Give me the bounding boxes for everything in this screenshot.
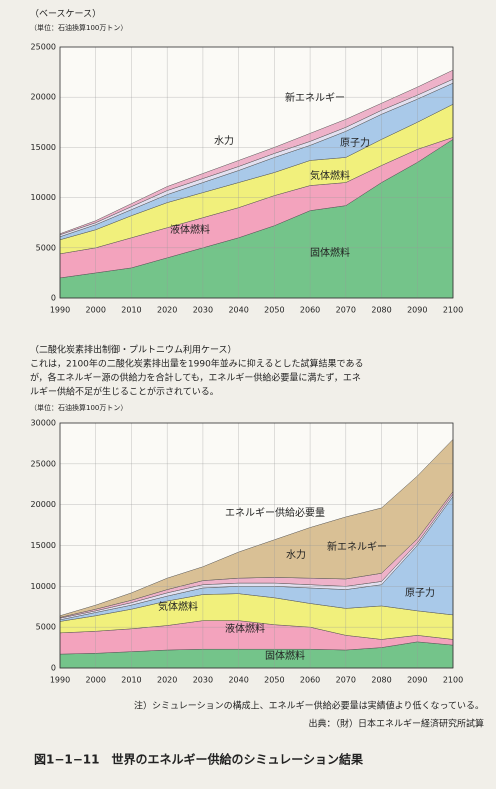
unit: （単位：石油換算100万トン） bbox=[30, 23, 127, 32]
x-tick-label: 2020 bbox=[157, 306, 177, 315]
x-tick-label: 2070 bbox=[336, 306, 356, 315]
caption: 図1−1−11 世界のエネルギー供給のシミュレーション結果 bbox=[34, 752, 363, 767]
x-tick-label: 2050 bbox=[264, 676, 284, 685]
y-tick-label: 10000 bbox=[31, 193, 56, 202]
y-tick-label: 10000 bbox=[31, 582, 56, 591]
x-tick-label: 2030 bbox=[193, 306, 213, 315]
area-label: 気体燃料 bbox=[158, 600, 198, 613]
y-tick-label: 30000 bbox=[31, 419, 56, 428]
y-tick-label: 5000 bbox=[36, 243, 56, 252]
description: ルギー供給不足が生じることが示されている。 bbox=[30, 386, 219, 398]
area-label: 固体燃料 bbox=[265, 649, 305, 662]
area-label: 液体燃料 bbox=[170, 223, 210, 236]
x-tick-label: 2090 bbox=[407, 306, 427, 315]
area-label: 気体燃料 bbox=[310, 169, 350, 182]
area-label: 固体燃料 bbox=[310, 246, 350, 259]
source: 出典：（財）日本エネルギー経済研究所試算 bbox=[308, 718, 484, 730]
x-tick-label: 2030 bbox=[193, 676, 213, 685]
x-tick-label: 2090 bbox=[407, 676, 427, 685]
y-tick-label: 25000 bbox=[31, 43, 56, 52]
x-tick-label: 2040 bbox=[228, 306, 248, 315]
y-tick-label: 20000 bbox=[31, 500, 56, 509]
area-label: 原子力 bbox=[340, 136, 370, 149]
x-tick-label: 2040 bbox=[228, 676, 248, 685]
y-tick-label: 15000 bbox=[31, 541, 56, 550]
note: 注）シミュレーションの構成上、エネルギー供給必要量は実績値より低くなっている。 bbox=[134, 700, 484, 712]
area-label: 水力 bbox=[286, 548, 306, 561]
y-tick-label: 0 bbox=[51, 294, 56, 303]
area-label: 液体燃料 bbox=[225, 622, 265, 635]
x-tick-label: 2050 bbox=[264, 306, 284, 315]
x-tick-label: 2010 bbox=[121, 306, 141, 315]
x-tick-label: 2100 bbox=[443, 676, 463, 685]
area-label: 新エネルギー bbox=[327, 540, 387, 553]
subtitle: （ベースケース） bbox=[30, 9, 101, 20]
description: これは，2100年の二酸化炭素排出量を1990年並みに抑えるとした試算結果である bbox=[30, 358, 363, 370]
x-tick-label: 2080 bbox=[371, 306, 391, 315]
y-tick-label: 15000 bbox=[31, 143, 56, 152]
description: が，各エネルギー源の供給力を合計しても，エネルギー供給必要量に満たず，エネ bbox=[30, 372, 361, 384]
x-tick-label: 2000 bbox=[86, 306, 106, 315]
y-tick-label: 25000 bbox=[31, 459, 56, 468]
area-label: 新エネルギー bbox=[285, 91, 345, 104]
x-tick-label: 2000 bbox=[86, 676, 106, 685]
area-label: 水力 bbox=[214, 134, 234, 147]
plot-frame bbox=[59, 422, 454, 669]
unit: （単位：石油換算100万トン） bbox=[30, 403, 127, 412]
plot-frame bbox=[59, 46, 454, 299]
x-tick-label: 2060 bbox=[300, 676, 320, 685]
x-tick-label: 2080 bbox=[371, 676, 391, 685]
x-tick-label: 2010 bbox=[121, 676, 141, 685]
y-tick-label: 20000 bbox=[31, 93, 56, 102]
x-tick-label: 2020 bbox=[157, 676, 177, 685]
subtitle: （二酸化炭素排出制御・プルトニウム利用ケース） bbox=[30, 344, 237, 356]
y-tick-label: 0 bbox=[51, 664, 56, 673]
x-tick-label: 2100 bbox=[443, 306, 463, 315]
x-tick-label: 1990 bbox=[50, 676, 70, 685]
area-label: 原子力 bbox=[405, 586, 435, 599]
x-tick-label: 2060 bbox=[300, 306, 320, 315]
x-tick-label: 1990 bbox=[50, 306, 70, 315]
x-tick-label: 2070 bbox=[336, 676, 356, 685]
y-tick-label: 5000 bbox=[36, 623, 56, 632]
area-label: エネルギー供給必要量 bbox=[225, 506, 325, 519]
